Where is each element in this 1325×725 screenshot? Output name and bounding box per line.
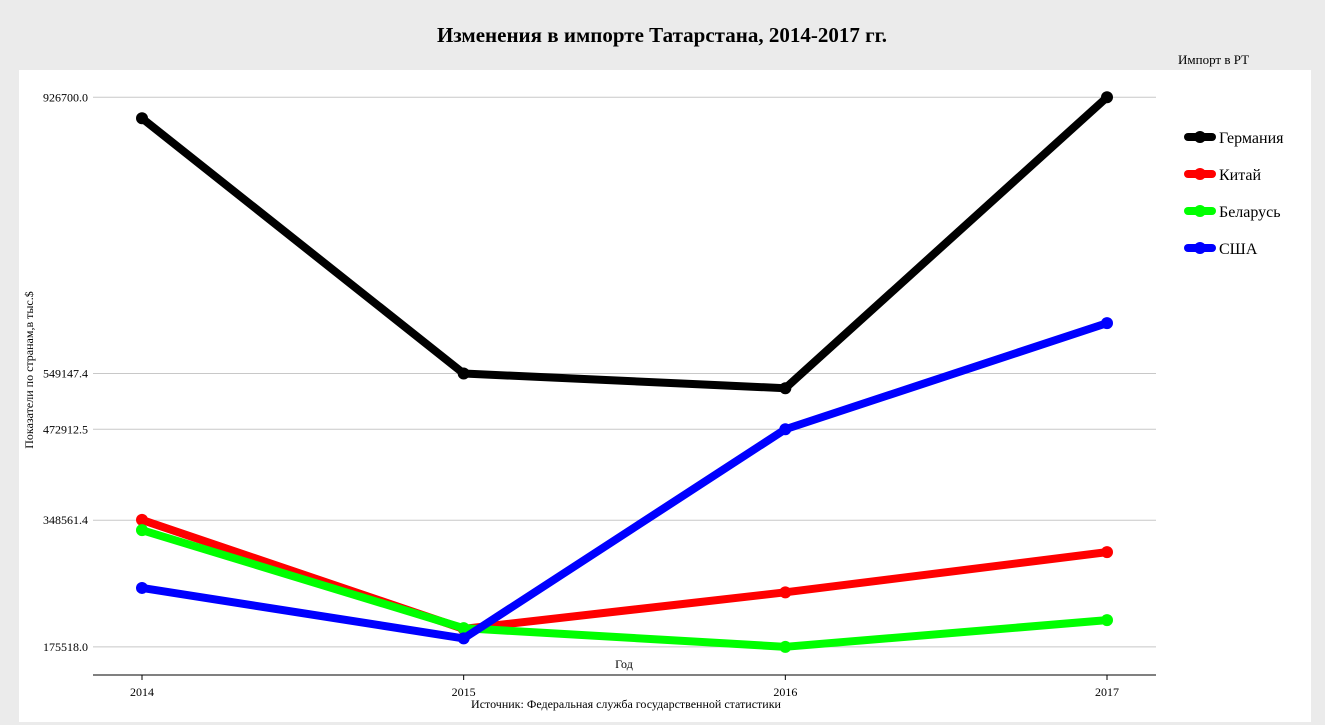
x-tick-label: 2017 [1095, 685, 1119, 699]
legend-title: Импорт в РТ [1178, 52, 1249, 67]
data-point [457, 632, 470, 645]
plot-panel [19, 70, 1311, 722]
y-tick-label: 549147.4 [43, 366, 88, 380]
data-point [1101, 614, 1113, 627]
x-axis-label: Год [615, 657, 633, 671]
series [136, 91, 1113, 653]
legend-label: Китай [1219, 167, 1262, 184]
data-point [457, 367, 470, 380]
data-point [1101, 91, 1113, 104]
y-tick-label: 472912.5 [43, 422, 88, 436]
y-tick-label: 175518.0 [43, 640, 88, 654]
data-point [779, 382, 792, 395]
legend-marker [1194, 205, 1206, 217]
data-point [136, 524, 148, 537]
source-note: Источник: Федеральная служба государстве… [471, 697, 782, 711]
x-tick-label: 2015 [452, 685, 476, 699]
y-tick-label: 926700.0 [43, 90, 88, 104]
legend-label: Германия [1219, 130, 1284, 147]
legend-label: Беларусь [1219, 204, 1281, 221]
legend-marker [1194, 131, 1206, 143]
series-line [138, 515, 1111, 633]
series-line [138, 93, 1111, 393]
legend-marker [1194, 242, 1206, 254]
y-tick-labels: 175518.0 348561.4 472912.5 549147.4 926700.0 [43, 90, 88, 654]
data-point [457, 622, 470, 635]
x-tick-label: 2016 [773, 685, 797, 699]
y-axis-label: Показатели по странам,в тыс.$ [22, 291, 36, 448]
series-line [138, 526, 1111, 651]
x-tick-labels: 2014 2015 2016 2017 [130, 685, 1119, 699]
chart-title: Изменения в импорте Татарстана, 2014-201… [437, 23, 887, 47]
data-point [136, 513, 148, 526]
data-point [136, 581, 148, 594]
data-point [779, 640, 792, 653]
legend: Германия Китай Беларусь США [1184, 130, 1284, 258]
data-point [779, 586, 792, 599]
data-point [1101, 317, 1113, 330]
grid [93, 96, 1156, 648]
x-tick-label: 2014 [130, 685, 154, 699]
data-point [136, 112, 148, 125]
y-tick-label: 348561.4 [43, 513, 88, 527]
legend-marker [1194, 168, 1206, 180]
legend-label: США [1219, 241, 1258, 258]
data-point [779, 423, 792, 436]
data-point [1101, 546, 1113, 559]
series-line [138, 319, 1111, 643]
axes [93, 674, 1156, 680]
